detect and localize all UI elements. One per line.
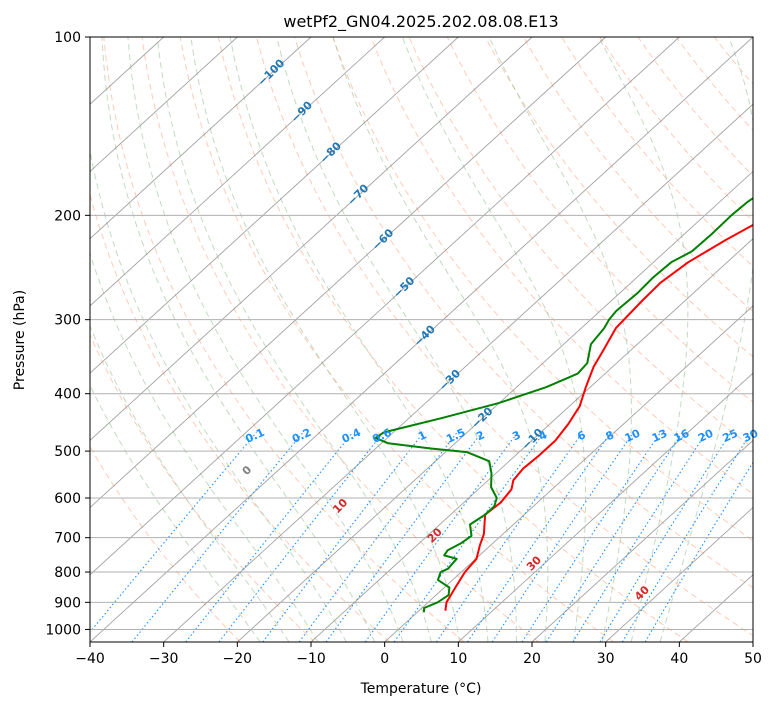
x-tick-label: 0 bbox=[380, 651, 389, 667]
mixing-ratio-label: 13 bbox=[650, 427, 669, 445]
x-tick-label: −40 bbox=[75, 651, 105, 667]
y-tick-label: 500 bbox=[54, 444, 81, 460]
y-tick-label: 600 bbox=[54, 491, 81, 507]
dry-adiabat-line bbox=[217, 37, 689, 642]
x-tick-label: 10 bbox=[449, 651, 467, 667]
mixing-ratio-line bbox=[131, 432, 304, 642]
moist-adiabat-line bbox=[156, 37, 432, 642]
isotherm-line bbox=[90, 37, 238, 173]
mixing-ratio-label: 25 bbox=[721, 427, 740, 445]
isotherm-line bbox=[163, 103, 753, 642]
y-axis-label: Pressure (hPa) bbox=[12, 290, 28, 390]
y-tick-label: 200 bbox=[54, 208, 81, 224]
x-tick-label: −30 bbox=[149, 651, 179, 667]
x-axis-label: Temperature (°C) bbox=[360, 681, 482, 697]
profile-series bbox=[374, 197, 753, 613]
dry-adiabat-line bbox=[561, 37, 753, 267]
isotherm-line bbox=[310, 238, 753, 642]
y-tick-label: 400 bbox=[54, 387, 81, 403]
mixing-ratio-label: 30 bbox=[741, 427, 761, 445]
mixing-ratio-line bbox=[572, 432, 707, 642]
x-tick-label: −10 bbox=[296, 651, 326, 667]
x-tick-label: −20 bbox=[223, 651, 253, 667]
x-axis-ticks: −40 −30 −20 −10 0 10 20 30 40 50 bbox=[75, 642, 762, 667]
moist-adiabat-line bbox=[659, 37, 753, 642]
y-axis-ticks: 100 200 300 400 500 600 700 800 900 1000 bbox=[45, 30, 90, 638]
dry-adiabat-line bbox=[179, 37, 614, 642]
isotherm-line bbox=[90, 37, 753, 642]
dry-adiabat-line bbox=[370, 37, 753, 495]
isotherm-line bbox=[458, 372, 753, 642]
y-tick-label: 900 bbox=[54, 595, 81, 611]
mixing-ratio-label: 16 bbox=[672, 427, 692, 445]
y-tick-label: 800 bbox=[54, 565, 81, 581]
mixing-ratio-line bbox=[435, 432, 583, 642]
isotherm-line bbox=[605, 506, 753, 642]
isotherm-line bbox=[90, 37, 606, 509]
dry-adiabat-line bbox=[90, 192, 390, 642]
mixing-ratio-line bbox=[325, 432, 483, 642]
x-tick-label: 20 bbox=[523, 651, 541, 667]
x-tick-label: 40 bbox=[670, 651, 688, 667]
mixing-ratio-line bbox=[599, 432, 732, 642]
temperature-profile-line bbox=[444, 223, 753, 611]
dry-adiabat-line bbox=[90, 445, 241, 642]
mixing-ratio-label: 20 bbox=[696, 427, 716, 445]
mixing-ratio-line bbox=[621, 432, 752, 642]
isotherm-line bbox=[90, 37, 385, 307]
isotherm-line bbox=[384, 305, 753, 642]
pressure-gridlines bbox=[90, 37, 753, 630]
isotherm-line bbox=[531, 439, 753, 642]
isotherm-line bbox=[90, 37, 533, 441]
dry-adiabat-line bbox=[294, 37, 753, 589]
mixing-ratio-label: 10 bbox=[623, 427, 643, 445]
plot-frame bbox=[89, 36, 754, 643]
dry-adiabat-line bbox=[484, 37, 753, 358]
x-tick-label: 30 bbox=[597, 651, 615, 667]
isotherm-line bbox=[90, 37, 312, 240]
dry-adiabat-line bbox=[103, 37, 465, 642]
isotherm-line bbox=[90, 37, 459, 374]
dry-adiabat-line bbox=[141, 37, 540, 642]
dewpoint-profile-line bbox=[374, 197, 753, 613]
dry-adiabat-line bbox=[332, 37, 753, 542]
y-tick-label: 300 bbox=[54, 313, 81, 329]
y-tick-label: 100 bbox=[54, 30, 81, 46]
y-tick-label: 1000 bbox=[45, 622, 81, 638]
moist-adiabat-line bbox=[101, 37, 376, 642]
y-tick-label: 700 bbox=[54, 531, 81, 547]
chart-title: wetPf2_GN04.2025.202.08.08.E13 bbox=[283, 12, 558, 32]
isotherm-line bbox=[237, 170, 753, 642]
isotherm-line bbox=[90, 37, 680, 576]
x-tick-label: 50 bbox=[744, 651, 762, 667]
mixing-ratio-line bbox=[185, 432, 354, 642]
mixing-ratio-line bbox=[644, 461, 753, 642]
dry-adiabat-line bbox=[599, 37, 753, 222]
